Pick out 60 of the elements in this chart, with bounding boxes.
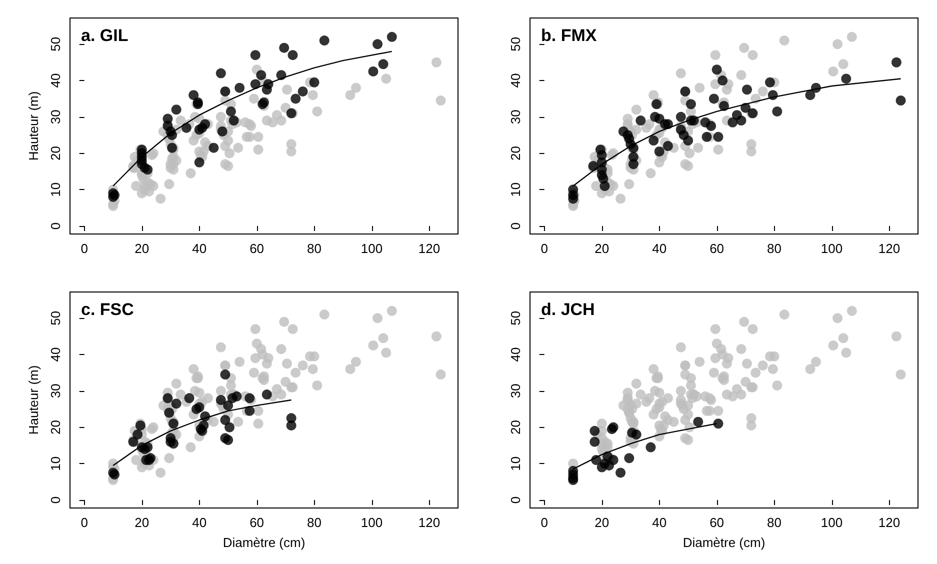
y-tick-label: 30 [508,384,523,398]
x-tick-label: 80 [307,241,322,256]
x-tick-label: 60 [250,241,264,256]
y-tick-label: 30 [48,384,63,398]
y-tick-label: 0 [508,496,523,504]
x-tick-label: 60 [710,515,724,530]
x-tick-label: 0 [540,241,548,256]
x-tick-label: 80 [307,515,322,530]
y-tick-label: 10 [48,456,63,471]
x-tick-label: 20 [134,515,150,530]
y-tick-label: 20 [48,420,63,435]
x-tick-label: 120 [418,241,440,256]
x-tick-label: 40 [192,241,207,256]
y-tick-label: 0 [48,222,63,230]
x-tick-label: 100 [360,241,383,256]
y-tick-label: 50 [48,310,63,326]
x-tick-label: 80 [767,241,782,256]
x-tick-label: 100 [820,515,843,530]
y-tick-label: 40 [508,73,523,88]
text: c. FSC [81,300,134,319]
y-tick-label: 20 [508,420,523,435]
y-tick-label: 30 [48,110,63,124]
y-tick-label: 20 [508,146,523,161]
x-tick-label: 20 [594,515,610,530]
x-tick-label: 120 [878,515,900,530]
x-tick-label: 20 [594,241,610,256]
x-tick-label: 60 [250,515,264,530]
x-tick-label: 120 [418,515,440,530]
text: b. FMX [541,26,598,45]
y-tick-label: 10 [508,456,523,471]
y-axis-title: Hauteur (m) [26,91,41,161]
x-tick-label: 60 [710,241,724,256]
x-tick-label: 40 [652,515,667,530]
x-tick-label: 100 [360,515,383,530]
y-tick-label: 50 [508,36,523,52]
y-tick-label: 40 [48,347,63,362]
x-tick-label: 0 [540,515,548,530]
x-axis-title: Diamètre (cm) [222,535,306,550]
text: d. JCH [541,300,595,319]
y-tick-label: 50 [508,310,523,326]
y-tick-label: 10 [508,182,523,197]
y-axis-title: Hauteur (m) [26,365,41,435]
x-tick-label: 0 [80,241,88,256]
y-tick-label: 30 [508,110,523,124]
y-tick-label: 0 [508,222,523,230]
x-tick-label: 40 [192,515,207,530]
y-tick-label: 20 [48,146,63,161]
x-tick-label: 100 [820,241,843,256]
text: a. GIL [81,26,128,45]
y-tick-label: 10 [48,182,63,197]
x-tick-label: 120 [878,241,900,256]
x-tick-label: 80 [767,515,782,530]
y-tick-label: 50 [48,36,63,52]
y-tick-label: 0 [48,496,63,504]
x-tick-label: 0 [80,515,88,530]
y-tick-label: 40 [508,347,523,362]
x-tick-label: 20 [134,241,150,256]
x-axis-title: Diamètre (cm) [682,535,766,550]
x-tick-label: 40 [652,241,667,256]
y-tick-label: 40 [48,73,63,88]
